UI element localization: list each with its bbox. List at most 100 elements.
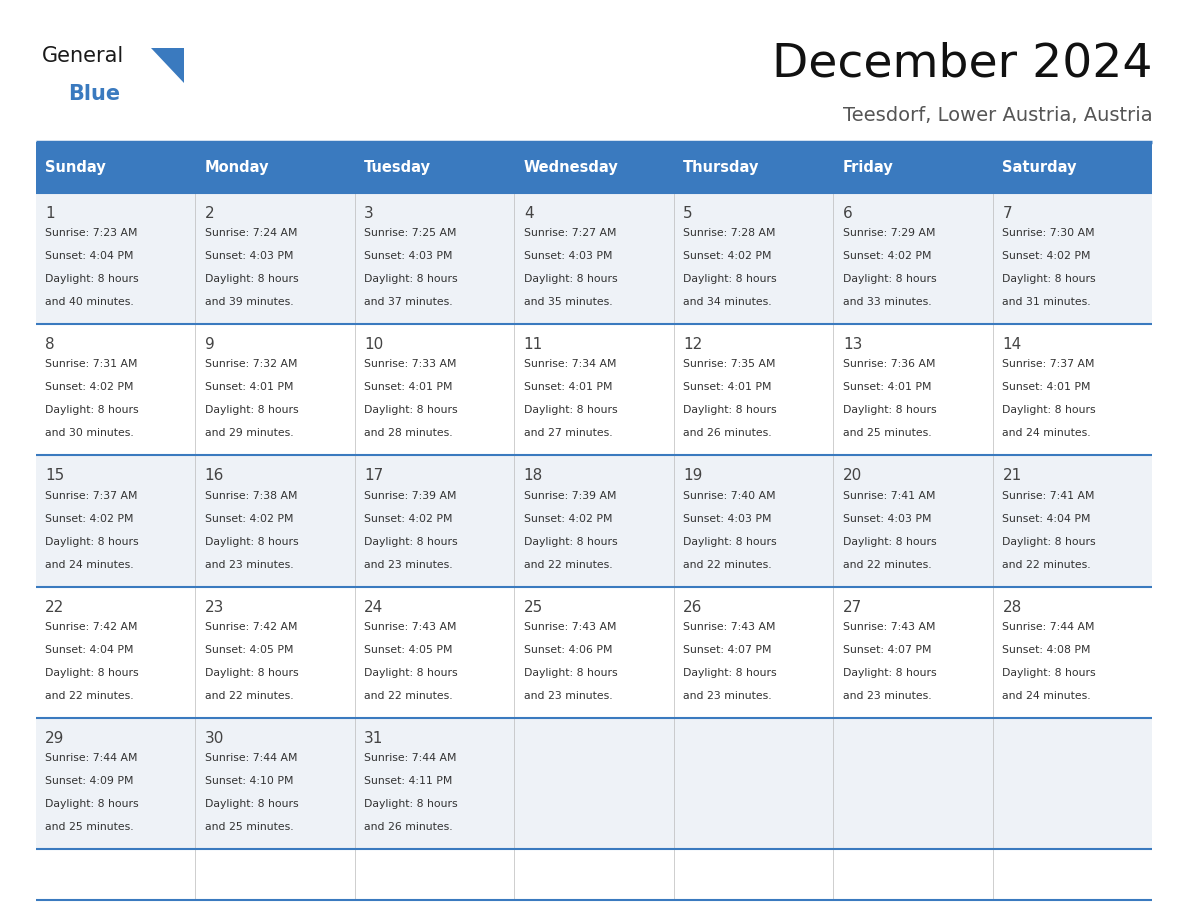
Text: Saturday: Saturday — [1003, 160, 1076, 175]
Text: 6: 6 — [842, 206, 853, 221]
Text: Sunrise: 7:31 AM: Sunrise: 7:31 AM — [45, 360, 138, 370]
Text: Teesdorf, Lower Austria, Austria: Teesdorf, Lower Austria, Austria — [842, 106, 1152, 125]
Text: 18: 18 — [524, 468, 543, 484]
Text: Daylight: 8 hours: Daylight: 8 hours — [45, 537, 139, 547]
Text: 13: 13 — [842, 337, 862, 353]
FancyBboxPatch shape — [355, 142, 514, 193]
Text: Sunrise: 7:43 AM: Sunrise: 7:43 AM — [365, 622, 456, 633]
Text: Daylight: 8 hours: Daylight: 8 hours — [842, 406, 936, 416]
Text: and 24 minutes.: and 24 minutes. — [1003, 429, 1091, 439]
Text: Daylight: 8 hours: Daylight: 8 hours — [45, 800, 139, 810]
FancyBboxPatch shape — [36, 142, 195, 193]
FancyBboxPatch shape — [993, 193, 1152, 324]
Text: and 22 minutes.: and 22 minutes. — [204, 691, 293, 701]
Text: Sunset: 4:02 PM: Sunset: 4:02 PM — [524, 514, 612, 524]
Text: Sunset: 4:02 PM: Sunset: 4:02 PM — [365, 514, 453, 524]
Text: Sunset: 4:06 PM: Sunset: 4:06 PM — [524, 645, 612, 655]
Text: Sunset: 4:08 PM: Sunset: 4:08 PM — [1003, 645, 1091, 655]
Text: 27: 27 — [842, 599, 862, 615]
Text: Sunrise: 7:35 AM: Sunrise: 7:35 AM — [683, 360, 776, 370]
FancyBboxPatch shape — [674, 193, 833, 324]
Text: Sunrise: 7:44 AM: Sunrise: 7:44 AM — [45, 754, 138, 764]
Text: Sunset: 4:03 PM: Sunset: 4:03 PM — [842, 514, 931, 524]
Text: and 30 minutes.: and 30 minutes. — [45, 429, 134, 439]
Text: Sunset: 4:02 PM: Sunset: 4:02 PM — [1003, 252, 1091, 262]
Text: Daylight: 8 hours: Daylight: 8 hours — [1003, 537, 1097, 547]
Text: Sunset: 4:01 PM: Sunset: 4:01 PM — [683, 383, 772, 393]
Text: and 25 minutes.: and 25 minutes. — [204, 823, 293, 833]
Text: Sunrise: 7:37 AM: Sunrise: 7:37 AM — [1003, 360, 1095, 370]
FancyBboxPatch shape — [833, 193, 993, 324]
FancyBboxPatch shape — [514, 587, 674, 718]
FancyBboxPatch shape — [674, 587, 833, 718]
Text: and 23 minutes.: and 23 minutes. — [842, 691, 931, 701]
Text: and 24 minutes.: and 24 minutes. — [45, 560, 134, 570]
Text: Sunday: Sunday — [45, 160, 106, 175]
FancyBboxPatch shape — [674, 324, 833, 455]
Text: and 27 minutes.: and 27 minutes. — [524, 429, 613, 439]
Text: Sunrise: 7:36 AM: Sunrise: 7:36 AM — [842, 360, 935, 370]
Text: Daylight: 8 hours: Daylight: 8 hours — [204, 406, 298, 416]
Text: Sunrise: 7:42 AM: Sunrise: 7:42 AM — [45, 622, 138, 633]
FancyBboxPatch shape — [195, 718, 355, 849]
Text: 12: 12 — [683, 337, 702, 353]
Text: 9: 9 — [204, 337, 215, 353]
Text: Daylight: 8 hours: Daylight: 8 hours — [204, 274, 298, 285]
Text: Daylight: 8 hours: Daylight: 8 hours — [365, 537, 457, 547]
FancyBboxPatch shape — [993, 324, 1152, 455]
Text: 25: 25 — [524, 599, 543, 615]
Text: Sunrise: 7:44 AM: Sunrise: 7:44 AM — [204, 754, 297, 764]
FancyBboxPatch shape — [355, 718, 514, 849]
FancyBboxPatch shape — [993, 455, 1152, 587]
Text: Sunrise: 7:29 AM: Sunrise: 7:29 AM — [842, 229, 935, 239]
Text: Daylight: 8 hours: Daylight: 8 hours — [365, 668, 457, 678]
Text: and 22 minutes.: and 22 minutes. — [524, 560, 613, 570]
Text: Sunrise: 7:25 AM: Sunrise: 7:25 AM — [365, 229, 456, 239]
Text: Sunset: 4:03 PM: Sunset: 4:03 PM — [204, 252, 293, 262]
FancyBboxPatch shape — [674, 455, 833, 587]
FancyBboxPatch shape — [514, 142, 674, 193]
Text: 21: 21 — [1003, 468, 1022, 484]
Text: Sunset: 4:05 PM: Sunset: 4:05 PM — [204, 645, 293, 655]
Text: Sunrise: 7:40 AM: Sunrise: 7:40 AM — [683, 491, 776, 501]
Text: 17: 17 — [365, 468, 384, 484]
Text: 19: 19 — [683, 468, 703, 484]
Text: Daylight: 8 hours: Daylight: 8 hours — [524, 668, 618, 678]
Text: Sunrise: 7:34 AM: Sunrise: 7:34 AM — [524, 360, 617, 370]
Text: Sunset: 4:03 PM: Sunset: 4:03 PM — [683, 514, 772, 524]
Text: and 31 minutes.: and 31 minutes. — [1003, 297, 1091, 308]
Text: December 2024: December 2024 — [772, 41, 1152, 86]
FancyBboxPatch shape — [833, 324, 993, 455]
Text: Daylight: 8 hours: Daylight: 8 hours — [1003, 668, 1097, 678]
Text: Daylight: 8 hours: Daylight: 8 hours — [45, 274, 139, 285]
Text: and 23 minutes.: and 23 minutes. — [204, 560, 293, 570]
Text: Sunset: 4:09 PM: Sunset: 4:09 PM — [45, 777, 134, 787]
Text: and 40 minutes.: and 40 minutes. — [45, 297, 134, 308]
FancyBboxPatch shape — [36, 587, 195, 718]
FancyBboxPatch shape — [833, 718, 993, 849]
Text: Friday: Friday — [842, 160, 893, 175]
Text: 1: 1 — [45, 206, 55, 221]
Text: Sunrise: 7:33 AM: Sunrise: 7:33 AM — [365, 360, 456, 370]
FancyBboxPatch shape — [993, 718, 1152, 849]
Text: Daylight: 8 hours: Daylight: 8 hours — [842, 668, 936, 678]
Polygon shape — [151, 48, 184, 83]
Text: Sunrise: 7:43 AM: Sunrise: 7:43 AM — [683, 622, 776, 633]
Text: General: General — [42, 46, 124, 66]
Text: Daylight: 8 hours: Daylight: 8 hours — [1003, 406, 1097, 416]
Text: and 35 minutes.: and 35 minutes. — [524, 297, 613, 308]
Text: Daylight: 8 hours: Daylight: 8 hours — [524, 406, 618, 416]
Text: Monday: Monday — [204, 160, 270, 175]
Text: and 34 minutes.: and 34 minutes. — [683, 297, 772, 308]
Text: and 22 minutes.: and 22 minutes. — [683, 560, 772, 570]
FancyBboxPatch shape — [674, 142, 833, 193]
Text: 11: 11 — [524, 337, 543, 353]
Text: Sunset: 4:01 PM: Sunset: 4:01 PM — [524, 383, 612, 393]
FancyBboxPatch shape — [36, 455, 195, 587]
FancyBboxPatch shape — [36, 193, 195, 324]
Text: 10: 10 — [365, 337, 384, 353]
Text: Sunset: 4:02 PM: Sunset: 4:02 PM — [683, 252, 772, 262]
Text: Sunrise: 7:37 AM: Sunrise: 7:37 AM — [45, 491, 138, 501]
Text: and 29 minutes.: and 29 minutes. — [204, 429, 293, 439]
Text: 22: 22 — [45, 599, 64, 615]
